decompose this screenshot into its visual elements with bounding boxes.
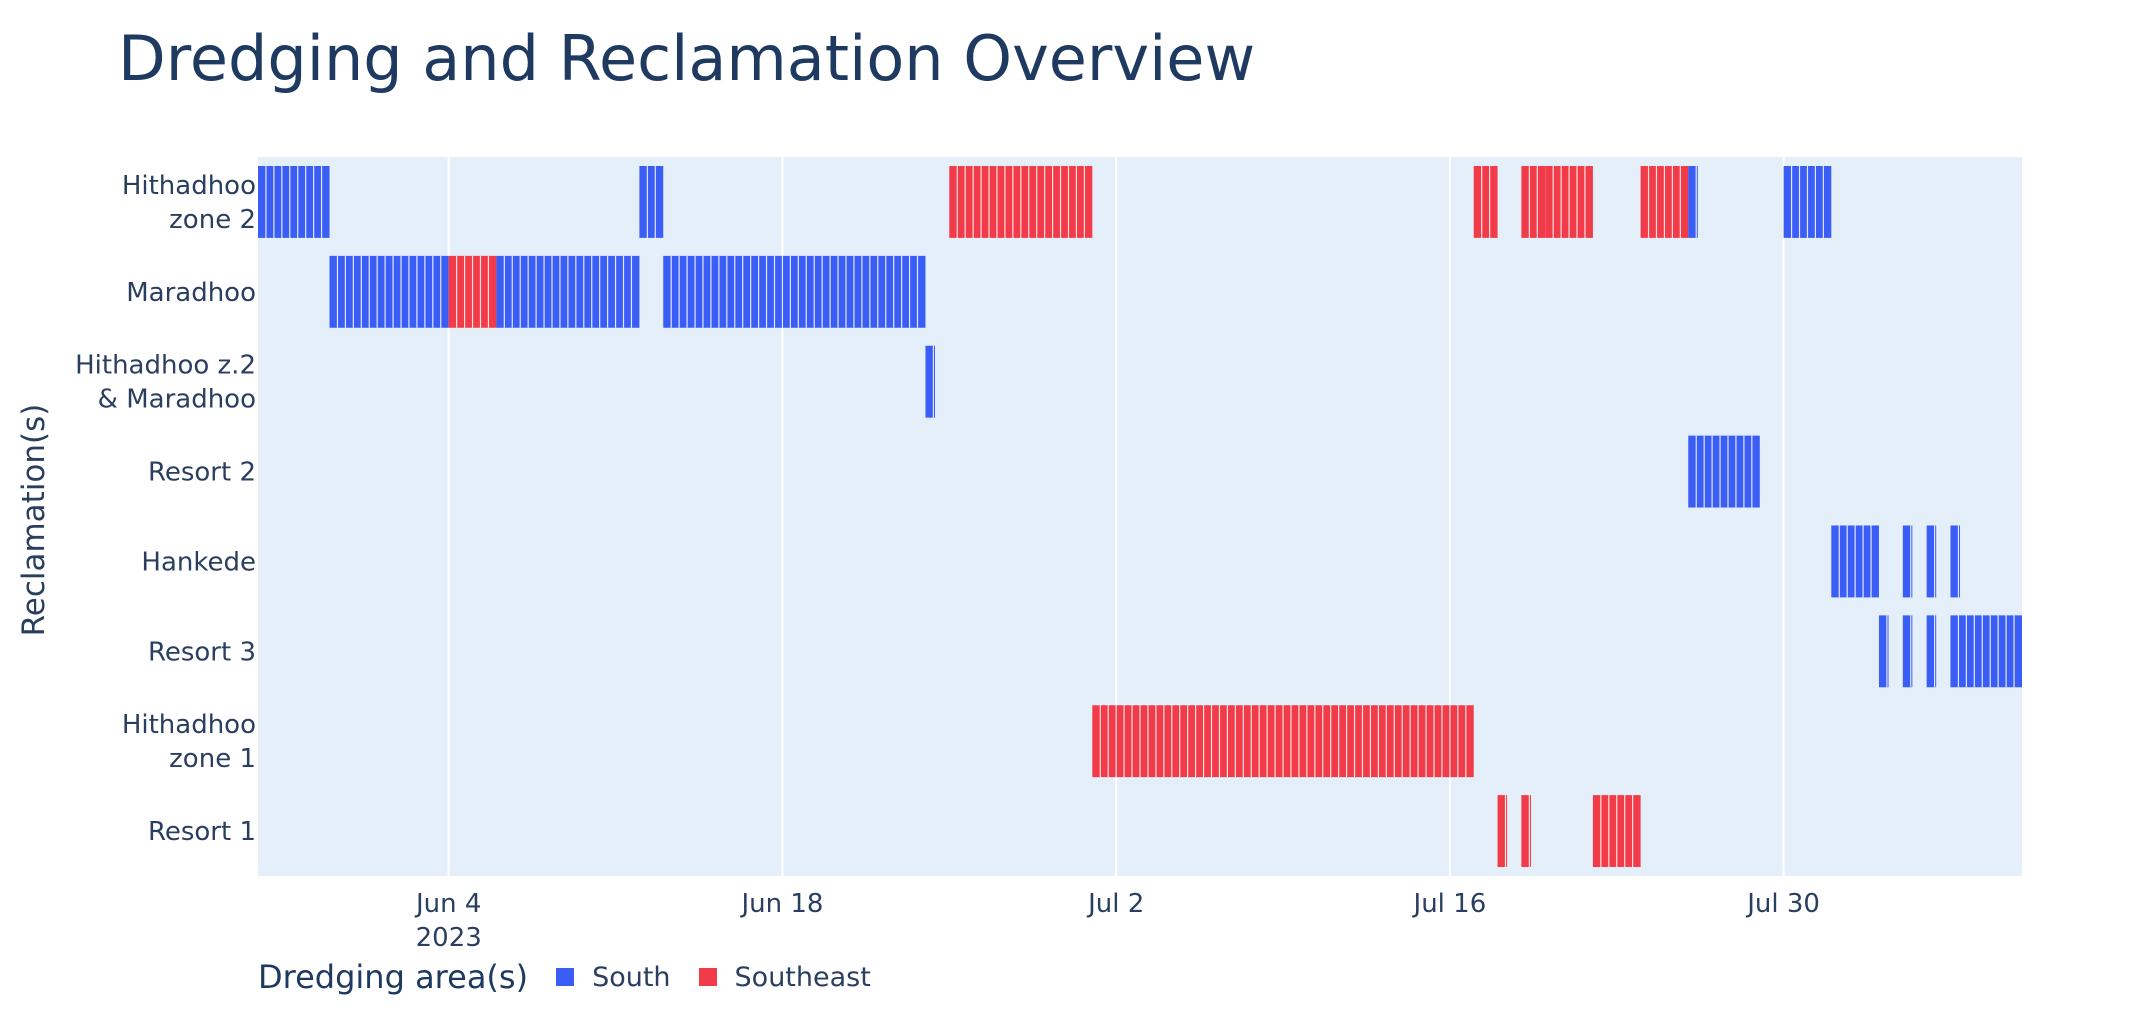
x-tick-label: Jun 4 <box>414 889 481 919</box>
x-tick-label: Jul 16 <box>1412 889 1487 919</box>
task-bar[interactable] <box>448 255 497 328</box>
task-bar[interactable] <box>1950 615 2022 688</box>
x-tick-label: Jun 18 <box>739 889 823 919</box>
task-bar-fill <box>1688 165 1698 238</box>
task-bar[interactable] <box>1473 165 1498 238</box>
y-tick-label: Hithadhoo z.2 & Maradhoo <box>75 351 256 415</box>
task-bar-fill <box>1521 795 1531 868</box>
task-bar-fill <box>258 165 330 238</box>
task-bar-fill <box>1926 615 1937 688</box>
task-bar[interactable] <box>1497 795 1508 868</box>
task-bar-fill <box>1521 165 1546 238</box>
task-bar[interactable] <box>258 165 330 238</box>
task-bar[interactable] <box>925 345 935 418</box>
task-bar[interactable] <box>949 165 1093 238</box>
task-bar[interactable] <box>1688 435 1760 508</box>
y-ticks: Hithadhoo zone 2 Maradhoo Hithadhoo z.2 & Ma… <box>75 171 256 847</box>
task-bar[interactable] <box>1902 615 1913 688</box>
legend: Dredging area(s) South Southeast <box>258 958 899 996</box>
task-bar-fill <box>639 165 664 238</box>
task-bar[interactable] <box>1902 525 1913 598</box>
chart-title: Dredging and Reclamation Overview <box>118 22 1256 95</box>
legend-label-southeast: Southeast <box>734 961 871 993</box>
task-bar[interactable] <box>496 255 640 328</box>
task-bar[interactable] <box>329 255 449 328</box>
y-tick-label: Hithadhoo zone 1 <box>122 710 256 774</box>
task-bar-fill <box>1878 615 1889 688</box>
task-bar-fill <box>1926 525 1937 598</box>
task-bar-fill <box>1950 525 1961 598</box>
legend-title: Dredging area(s) <box>258 958 529 996</box>
task-bar-fill <box>1688 435 1760 508</box>
y-tick-label: Hankede <box>141 547 256 577</box>
task-bar[interactable] <box>1521 165 1546 238</box>
task-bar[interactable] <box>1926 615 1937 688</box>
task-bar[interactable] <box>639 165 664 238</box>
bars <box>258 165 2022 868</box>
task-bar-fill <box>1473 165 1498 238</box>
x-ticks: Jun 4 2023 Jun 18 Jul 2 Jul 16 Jul 30 <box>414 889 1820 953</box>
legend-label-south: South <box>592 961 671 993</box>
task-bar[interactable] <box>1878 615 1889 688</box>
y-tick-label: Hithadhoo zone 2 <box>122 171 256 235</box>
legend-item-southeast[interactable]: Southeast <box>698 961 871 993</box>
task-bar[interactable] <box>1545 165 1593 238</box>
task-bar[interactable] <box>1950 525 1961 598</box>
task-bar[interactable] <box>1783 165 1832 238</box>
y-tick-label: Resort 3 <box>148 637 256 667</box>
legend-item-south[interactable]: South <box>556 961 671 993</box>
task-bar-fill <box>925 345 935 418</box>
legend-swatch-southeast <box>698 968 717 986</box>
y-tick-label: Maradhoo <box>126 278 256 308</box>
task-bar[interactable] <box>1688 165 1698 238</box>
x-tick-sublabel: 2023 <box>416 923 482 953</box>
task-bar[interactable] <box>663 255 926 328</box>
task-bar[interactable] <box>1926 525 1937 598</box>
x-tick-label: Jul 2 <box>1086 889 1144 919</box>
task-bar-fill <box>1902 615 1913 688</box>
task-bar[interactable] <box>1640 165 1689 238</box>
task-bar-fill <box>1902 525 1913 598</box>
task-bar[interactable] <box>1592 795 1641 868</box>
task-bar-fill <box>1497 795 1508 868</box>
task-bar[interactable] <box>1521 795 1531 868</box>
task-bar[interactable] <box>1092 705 1474 778</box>
x-tick-label: Jul 30 <box>1745 889 1820 919</box>
task-bar[interactable] <box>1831 525 1879 598</box>
task-bar-fill <box>1950 615 2022 688</box>
y-tick-label: Resort 2 <box>148 458 256 488</box>
y-tick-label: Resort 1 <box>148 817 256 847</box>
task-bar-fill <box>663 255 926 328</box>
legend-swatch-south <box>556 968 575 986</box>
task-bar-fill <box>329 255 449 328</box>
